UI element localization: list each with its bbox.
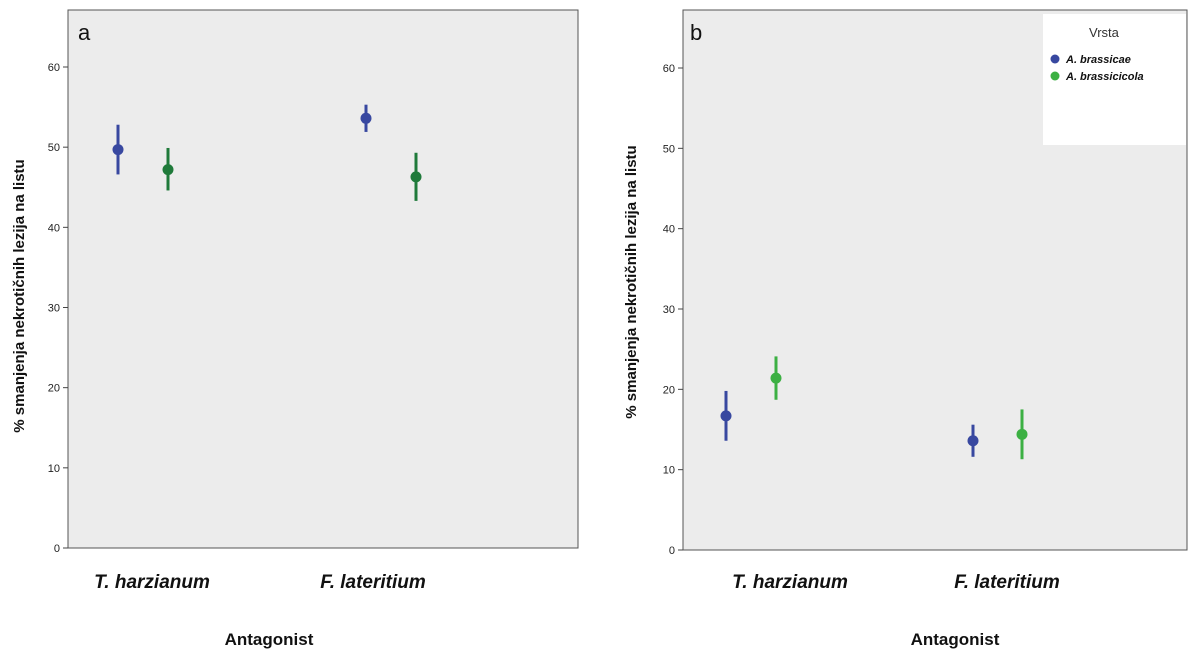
category-label-a-1: F. lateritium	[320, 572, 426, 593]
y-tick-label-a-1: 10	[48, 463, 60, 475]
point-a-s1-c1	[410, 171, 422, 183]
category-label-a-0: T. harzianum	[94, 572, 210, 593]
y-tick-label-a-6: 60	[48, 62, 60, 74]
y-tick-label-b-0: 0	[669, 545, 675, 557]
y-tick-label-b-1: 10	[663, 465, 675, 477]
point-b-s0-c1	[967, 435, 979, 447]
legend-title: Vrsta	[1089, 25, 1120, 40]
y-tick-label-a-0: 0	[54, 543, 60, 555]
point-a-s0-c0	[112, 144, 124, 156]
panel-letter-a: a	[78, 20, 91, 45]
y-tick-label-b-5: 50	[663, 143, 675, 155]
x-axis-title-b: Antagonist	[911, 630, 1000, 649]
point-b-s1-c1	[1016, 428, 1028, 440]
legend-marker-a-brassicicola	[1050, 71, 1060, 81]
y-tick-label-a-4: 40	[48, 222, 60, 234]
y-tick-label-a-3: 30	[48, 303, 60, 315]
legend-box	[1043, 14, 1186, 145]
panel-a: a 0 10 20 30 40 50 60 T. harzianum F. lateriti…	[11, 9, 579, 649]
x-axis-title-a: Antagonist	[225, 630, 314, 649]
series-marks-b	[720, 356, 1028, 460]
legend-label-a-brassicicola: A. brassicicola	[1065, 71, 1144, 83]
y-tick-label-b-2: 20	[663, 384, 675, 396]
y-axis-a: 0 10 20 30 40 50 60	[48, 62, 68, 555]
panel-letter-b: b	[690, 20, 702, 45]
y-tick-label-b-3: 30	[663, 304, 675, 316]
category-label-b-0: T. harzianum	[732, 572, 848, 593]
legend-marker-a-brassicae	[1050, 54, 1060, 64]
point-b-s0-c0	[720, 410, 732, 422]
series-marks-a	[112, 104, 422, 201]
legend-b: Vrsta A. brassicae A. brassicicola	[1043, 14, 1186, 145]
point-a-s1-c0	[162, 164, 174, 176]
y-tick-label-b-4: 40	[663, 224, 675, 236]
category-label-b-1: F. lateritium	[954, 572, 1060, 593]
y-axis-title-a: % smanjenja nekrotičnih lezija na listu	[11, 159, 28, 432]
y-axis-b: 0 10 20 30 40 50 60	[663, 63, 683, 557]
plot-area-a	[67, 9, 579, 549]
y-axis-title-b: % smanjenja nekrotičnih lezija na listu	[623, 145, 640, 418]
y-tick-label-a-2: 20	[48, 383, 60, 395]
legend-label-a-brassicae: A. brassicae	[1065, 54, 1131, 66]
y-tick-label-b-6: 60	[663, 63, 675, 75]
point-a-s0-c1	[360, 112, 372, 124]
y-tick-label-a-5: 50	[48, 142, 60, 154]
point-b-s1-c0	[770, 372, 782, 384]
panel-b: b 0 10 20 30 40 50 60 Vrsta A. brassicae A. br…	[623, 9, 1188, 649]
